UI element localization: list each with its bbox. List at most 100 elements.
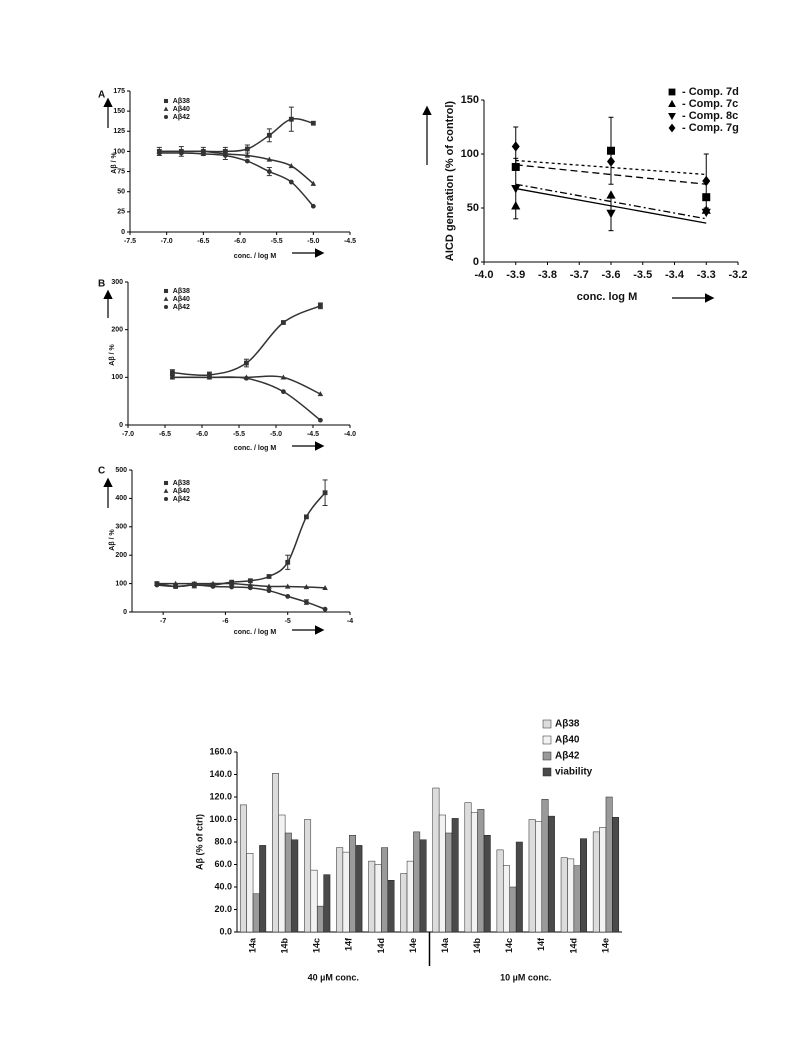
trend-line bbox=[515, 164, 707, 185]
bar bbox=[496, 849, 504, 933]
x-tick-label: 14c bbox=[312, 938, 322, 953]
marker bbox=[244, 158, 250, 164]
y-tick-label: 20.0 bbox=[214, 904, 232, 914]
panel-label: C bbox=[98, 466, 105, 477]
marker bbox=[266, 132, 272, 138]
y-tick-label: 50 bbox=[467, 202, 479, 214]
x-tick-label: -3.3 bbox=[697, 269, 716, 281]
bar bbox=[291, 839, 299, 933]
marker bbox=[244, 375, 249, 381]
marker bbox=[607, 146, 615, 155]
legend-label: Aβ42 bbox=[173, 496, 190, 503]
marker bbox=[266, 574, 272, 579]
x-tick-label: -6.0 bbox=[196, 431, 208, 438]
fit-curve bbox=[159, 152, 314, 207]
legend-label: Aβ38 bbox=[173, 480, 190, 487]
legend-label: Aβ40 bbox=[555, 735, 580, 746]
bar bbox=[310, 869, 318, 933]
legend-label: Aβ42 bbox=[173, 114, 190, 121]
bar bbox=[535, 821, 543, 933]
marker bbox=[288, 163, 295, 169]
legend-swatch bbox=[542, 751, 552, 761]
bar bbox=[432, 787, 440, 933]
marker bbox=[511, 184, 521, 194]
x-tick-label: 14a bbox=[247, 937, 257, 953]
y-axis-label: Aβ (% of ctrl) bbox=[194, 814, 204, 870]
marker bbox=[322, 490, 328, 496]
marker bbox=[266, 588, 272, 594]
legend-swatch bbox=[542, 719, 552, 729]
x-tick-label: -3.4 bbox=[665, 269, 685, 281]
y-tick-label: 40.0 bbox=[214, 881, 232, 891]
marker bbox=[178, 150, 184, 156]
bar bbox=[349, 835, 356, 933]
marker bbox=[163, 480, 169, 486]
x-tick-label: -3.6 bbox=[602, 269, 621, 281]
marker bbox=[266, 169, 272, 174]
x-tick-label: -3.9 bbox=[506, 269, 525, 281]
marker bbox=[288, 179, 294, 185]
bar bbox=[438, 814, 446, 933]
marker bbox=[285, 593, 291, 599]
fit-curve bbox=[156, 584, 326, 610]
bar bbox=[323, 874, 331, 933]
x-tick-label: -7.5 bbox=[124, 238, 136, 245]
bar bbox=[605, 796, 613, 933]
marker bbox=[266, 583, 272, 589]
bar bbox=[278, 814, 286, 933]
marker bbox=[191, 582, 197, 588]
bar bbox=[477, 809, 485, 933]
y-tick-label: 125 bbox=[113, 128, 125, 135]
bar bbox=[483, 835, 491, 933]
x-tick-label: -4 bbox=[347, 618, 353, 625]
marker bbox=[322, 584, 328, 591]
x-tick-label: -7.0 bbox=[122, 431, 134, 438]
x-tick-label: -6.0 bbox=[234, 238, 246, 245]
marker bbox=[284, 583, 291, 589]
bar bbox=[470, 812, 478, 933]
marker bbox=[280, 374, 287, 380]
x-tick-label: 14a bbox=[440, 937, 450, 953]
legend-label: - Comp. 7g bbox=[682, 122, 739, 134]
legend-swatch bbox=[542, 767, 552, 777]
marker bbox=[281, 389, 286, 395]
bar bbox=[406, 860, 414, 933]
marker bbox=[244, 152, 251, 158]
marker bbox=[170, 374, 175, 380]
x-tick-label: 14e bbox=[408, 938, 418, 953]
bar bbox=[387, 880, 395, 933]
bar bbox=[419, 839, 427, 933]
marker bbox=[163, 288, 169, 294]
bar bbox=[464, 802, 472, 933]
bar bbox=[400, 873, 408, 933]
y-tick-label: 200 bbox=[115, 552, 127, 559]
marker bbox=[702, 175, 711, 187]
y-tick-label: 120.0 bbox=[209, 791, 232, 801]
bar bbox=[355, 845, 363, 933]
marker bbox=[310, 203, 316, 209]
y-axis-label: Aβ / % bbox=[111, 152, 118, 174]
group-label: 10 µM conc. bbox=[500, 972, 551, 982]
marker bbox=[606, 209, 616, 219]
y-tick-label: 300 bbox=[111, 279, 123, 286]
fit-curve bbox=[159, 150, 314, 185]
bar bbox=[560, 857, 568, 933]
x-tick-label: 14d bbox=[376, 938, 386, 954]
x-tick-label: 14f bbox=[344, 937, 354, 951]
marker bbox=[154, 582, 160, 588]
x-tick-label: -4.0 bbox=[475, 269, 494, 281]
marker bbox=[668, 99, 676, 108]
marker bbox=[200, 151, 206, 157]
y-tick-label: 0 bbox=[123, 609, 127, 616]
y-tick-label: 100 bbox=[111, 374, 123, 381]
marker bbox=[701, 208, 711, 218]
marker bbox=[668, 112, 676, 121]
group-label: 40 µM conc. bbox=[308, 972, 359, 982]
bar bbox=[599, 827, 607, 933]
bar bbox=[316, 905, 324, 933]
marker bbox=[304, 599, 309, 605]
y-tick-label: 400 bbox=[115, 495, 127, 502]
marker bbox=[318, 417, 323, 423]
marker bbox=[163, 296, 169, 301]
